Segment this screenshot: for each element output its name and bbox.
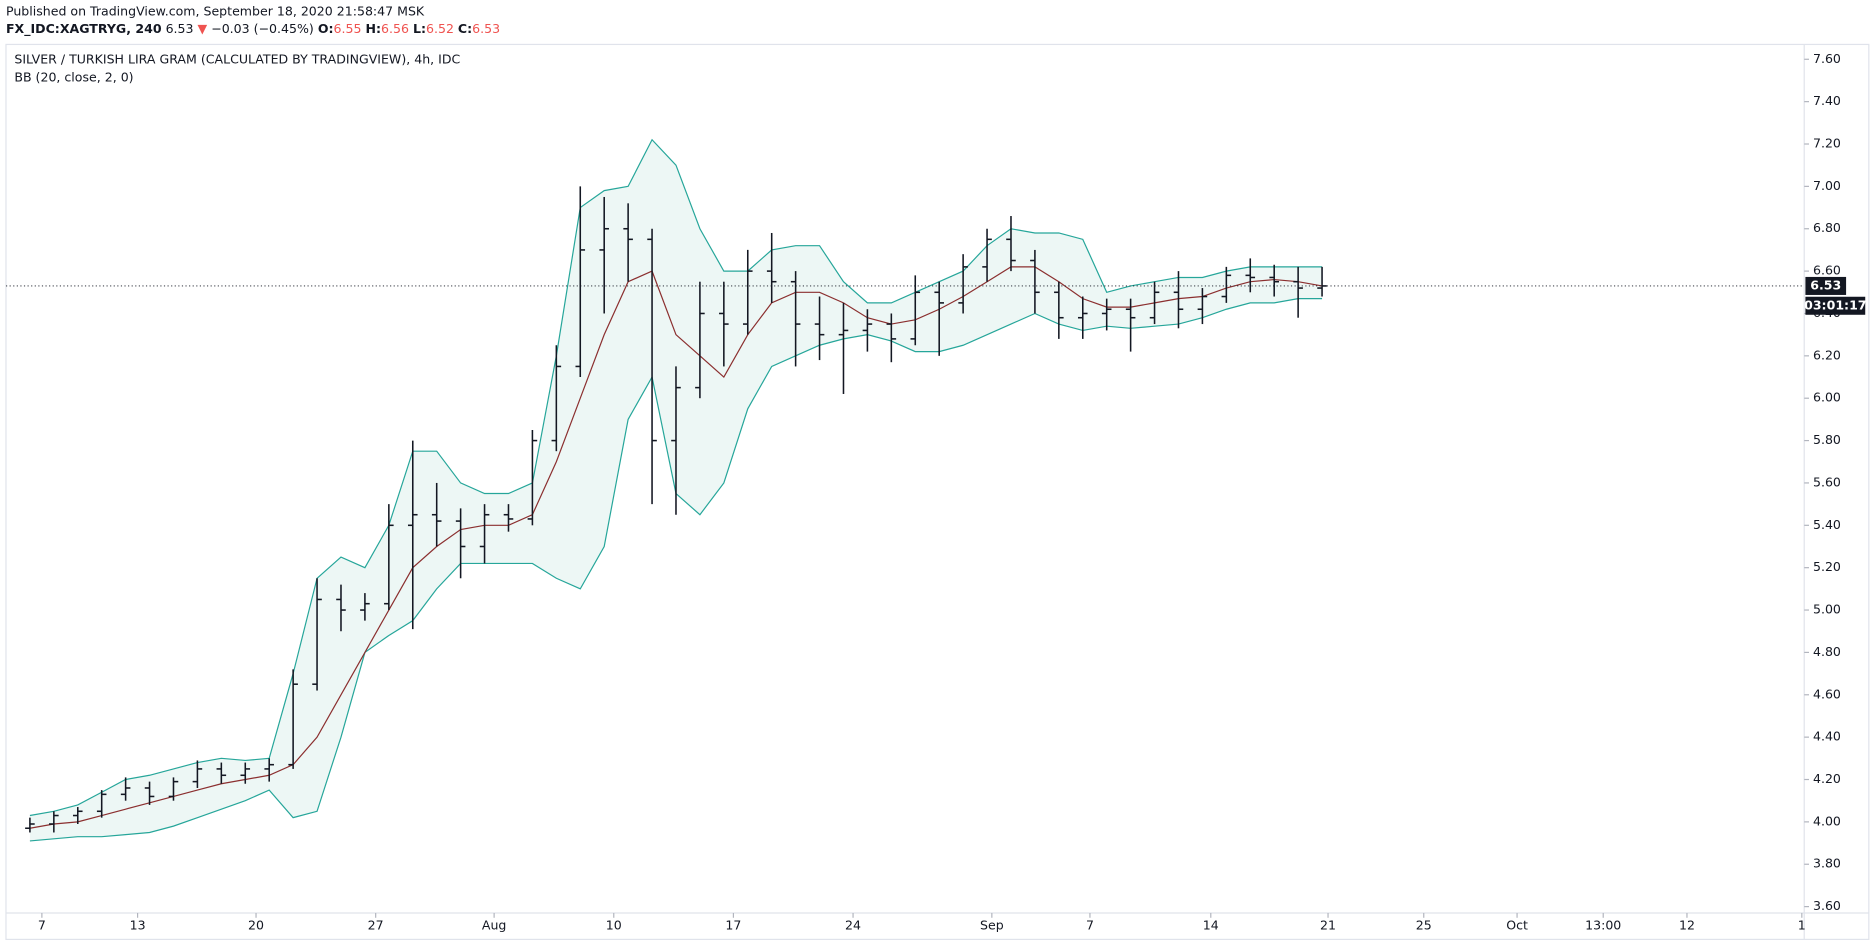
x-tick-label: 7 (38, 918, 46, 933)
y-tick-label: 5.80 (1813, 432, 1841, 447)
x-tick-label: 13:00 (1585, 918, 1621, 933)
x-tick-label: 14 (1203, 918, 1219, 933)
y-tick-label: 5.00 (1813, 602, 1841, 617)
last-price-label: 6.53 (1810, 277, 1841, 292)
x-tick-label: 20 (248, 918, 264, 933)
last-price-box (1805, 276, 1847, 295)
x-tick-label: 21 (1320, 918, 1336, 933)
symbol-line: FX_IDC:XAGTRYG, 240 6.53 ▼ −0.03 (−0.45%… (6, 20, 500, 36)
y-tick-label: 7.20 (1813, 135, 1841, 150)
y-tick-label: 7.60 (1813, 51, 1841, 66)
arrow: ▼ (198, 20, 208, 35)
x-tick-label: 7 (1086, 918, 1094, 933)
chart-title: SILVER / TURKISH LIRA GRAM (CALCULATED B… (14, 52, 460, 67)
symbol: FX_IDC:XAGTRYG, 240 (6, 20, 162, 36)
x-tick-label: 25 (1416, 918, 1432, 933)
y-tick-label: 4.20 (1813, 771, 1841, 786)
y-tick-label: 4.00 (1813, 813, 1841, 828)
h-label: H: (365, 20, 381, 35)
y-tick-label: 7.40 (1813, 93, 1841, 108)
o-label: O: (318, 20, 334, 35)
indicator-label: BB (20, close, 2, 0) (14, 70, 133, 85)
y-tick-label: 5.40 (1813, 517, 1841, 532)
y-tick-label: 3.60 (1813, 898, 1841, 913)
y-tick-label: 7.00 (1813, 178, 1841, 193)
countdown-label: 03:01:17 (1804, 297, 1866, 312)
y-tick-label: 6.20 (1813, 347, 1841, 362)
y-tick-label: 4.80 (1813, 644, 1841, 659)
change: −0.03 (−0.45%) (211, 20, 314, 35)
x-tick-label: 1 (1798, 918, 1806, 933)
published: Published on TradingView.com, September … (6, 3, 425, 18)
o: 6.55 (334, 20, 362, 35)
c-label: C: (458, 20, 472, 35)
l-label: L: (413, 20, 426, 35)
y-tick-label: 6.80 (1813, 220, 1841, 235)
h: 6.56 (381, 20, 409, 35)
y-tick-label: 5.20 (1813, 559, 1841, 574)
x-tick-label: 10 (606, 918, 622, 933)
countdown-box (1805, 296, 1866, 315)
y-tick-label: 5.60 (1813, 474, 1841, 489)
bb-upper (29, 138, 1323, 817)
x-tick-label: 13 (130, 918, 146, 933)
y-tick-label: 4.40 (1813, 729, 1841, 744)
l: 6.52 (426, 20, 454, 35)
c: 6.53 (472, 20, 500, 35)
chart-frame (5, 43, 1870, 940)
x-tick-label: Aug (482, 918, 507, 933)
x-tick-label: 17 (725, 918, 741, 933)
y-tick-label: 6.00 (1813, 390, 1841, 405)
x-tick-label: 24 (845, 918, 861, 933)
last: 6.53 (166, 20, 194, 35)
x-tick-label: 27 (368, 918, 384, 933)
y-tick-label: 3.80 (1813, 856, 1841, 871)
x-tick-label: Oct (1506, 918, 1528, 933)
x-tick-label: 12 (1679, 918, 1695, 933)
x-tick-label: Sep (980, 918, 1004, 933)
y-tick-label: 6.60 (1813, 263, 1841, 278)
plot: 3.60 3.80 4.00 4.20 4.40 4.60 4.80 5.00 5.20 5.40… (5, 51, 1867, 933)
y-tick-label: 4.60 (1813, 686, 1841, 701)
